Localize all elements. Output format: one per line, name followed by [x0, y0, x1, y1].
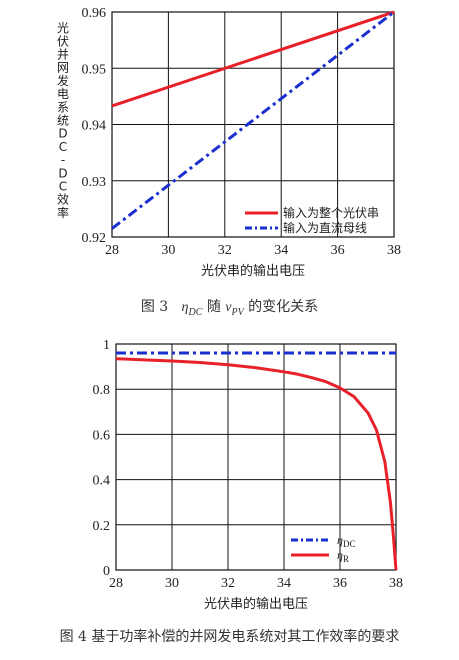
caption-var: v: [225, 300, 232, 315]
caption-mid: 随: [202, 299, 226, 315]
series-line: [111, 10, 395, 230]
series-line: [111, 10, 395, 108]
x-tick-label: 36: [333, 576, 347, 591]
y-tick-label: 0.2: [93, 519, 111, 534]
plot-frame: [115, 343, 397, 571]
plot-frame: [111, 11, 395, 238]
chart-1: 28 30 32 34 36 38 0.92 0.93 0.94 0.95 0.96 光伏串的输出电压…: [57, 6, 401, 279]
y-tick-label: 0.93: [82, 175, 107, 190]
figure-3-caption: 图 3 ηDC 随 vPV 的变化关系: [0, 296, 459, 318]
figure-4-caption: 图 4 基于功率补偿的并网发电系统对其工作效率的要求: [59, 629, 400, 645]
legend-label: ηR: [337, 548, 349, 564]
x-tick-label: 34: [274, 243, 288, 258]
x-axis-label: 光伏串的输出电压: [204, 596, 308, 612]
x-tick-label: 28: [105, 243, 119, 258]
y-tick-label: 1: [103, 338, 110, 353]
y-tick-label: 0.95: [82, 62, 107, 77]
y-tick-label: 0.6: [93, 428, 111, 443]
x-tick-label: 34: [277, 576, 291, 591]
x-tick-label: 30: [165, 576, 179, 591]
legend-label: 输入为整个光伏串: [283, 205, 379, 220]
x-tick-label: 32: [221, 576, 235, 591]
series-line: [115, 357, 398, 571]
caption-prefix: 图 3: [140, 299, 169, 315]
y-tick-label: 0.96: [82, 6, 107, 21]
y-tick-label: 0.94: [82, 119, 107, 134]
x-tick-label: 28: [109, 576, 123, 591]
y-tick-label: 0.4: [93, 474, 111, 489]
x-tick-label: 38: [387, 243, 401, 258]
y-axis-label: 光伏并网发电系统 D C -D C 效率: [57, 21, 69, 220]
legend-label: 输入为直流母线: [283, 220, 367, 235]
caption-symbol-sub: DC: [188, 306, 203, 318]
y-tick-label: 0: [103, 564, 110, 579]
caption-var-sub: PV: [231, 306, 244, 318]
x-tick-label: 38: [389, 576, 403, 591]
legend-label: ηDC: [337, 533, 355, 549]
x-tick-label: 36: [331, 243, 345, 258]
caption-symbol: η: [181, 300, 189, 315]
y-tick-label: 0.92: [82, 231, 107, 246]
y-tick-label: 0.8: [93, 383, 111, 398]
caption-suffix: 的变化关系: [243, 299, 319, 315]
x-axis-label: 光伏串的输出电压: [201, 263, 305, 279]
x-tick-label: 32: [218, 243, 232, 258]
x-tick-label: 30: [161, 243, 175, 258]
